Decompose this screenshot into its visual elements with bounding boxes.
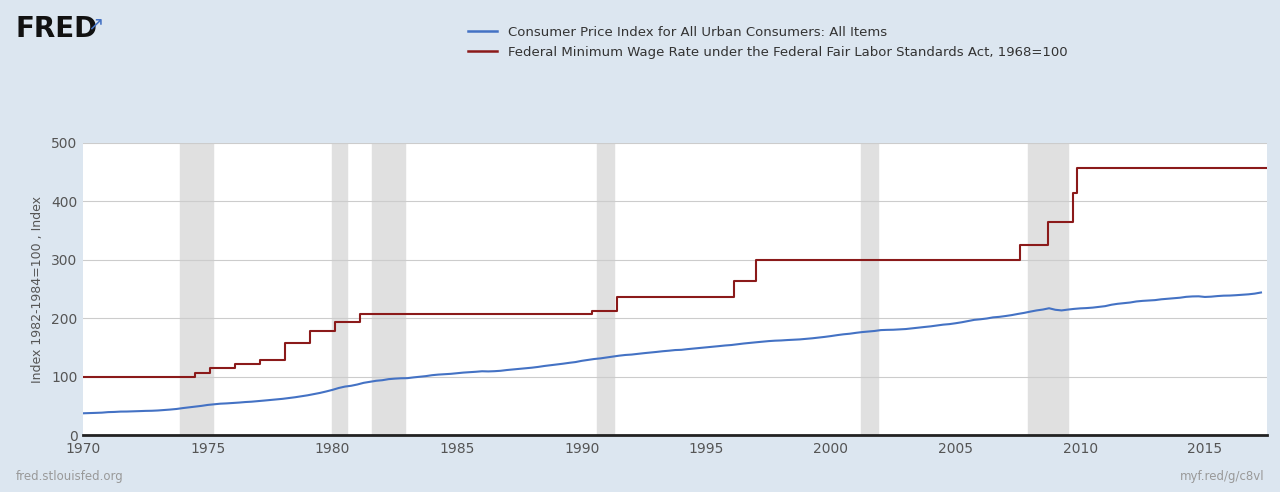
Text: fred.stlouisfed.org: fred.stlouisfed.org bbox=[15, 470, 123, 483]
Bar bbox=[333, 143, 347, 435]
Bar bbox=[1028, 143, 1068, 435]
Bar bbox=[180, 143, 212, 435]
Y-axis label: Index 1982-1984=100 , Index: Index 1982-1984=100 , Index bbox=[31, 195, 45, 383]
Bar bbox=[861, 143, 878, 435]
Bar bbox=[596, 143, 614, 435]
Text: ↗: ↗ bbox=[87, 15, 104, 34]
Text: FRED: FRED bbox=[15, 15, 97, 43]
Legend: Consumer Price Index for All Urban Consumers: All Items, Federal Minimum Wage Ra: Consumer Price Index for All Urban Consu… bbox=[468, 26, 1068, 59]
Bar bbox=[372, 143, 404, 435]
Text: myf.red/g/c8vl: myf.red/g/c8vl bbox=[1180, 470, 1265, 483]
